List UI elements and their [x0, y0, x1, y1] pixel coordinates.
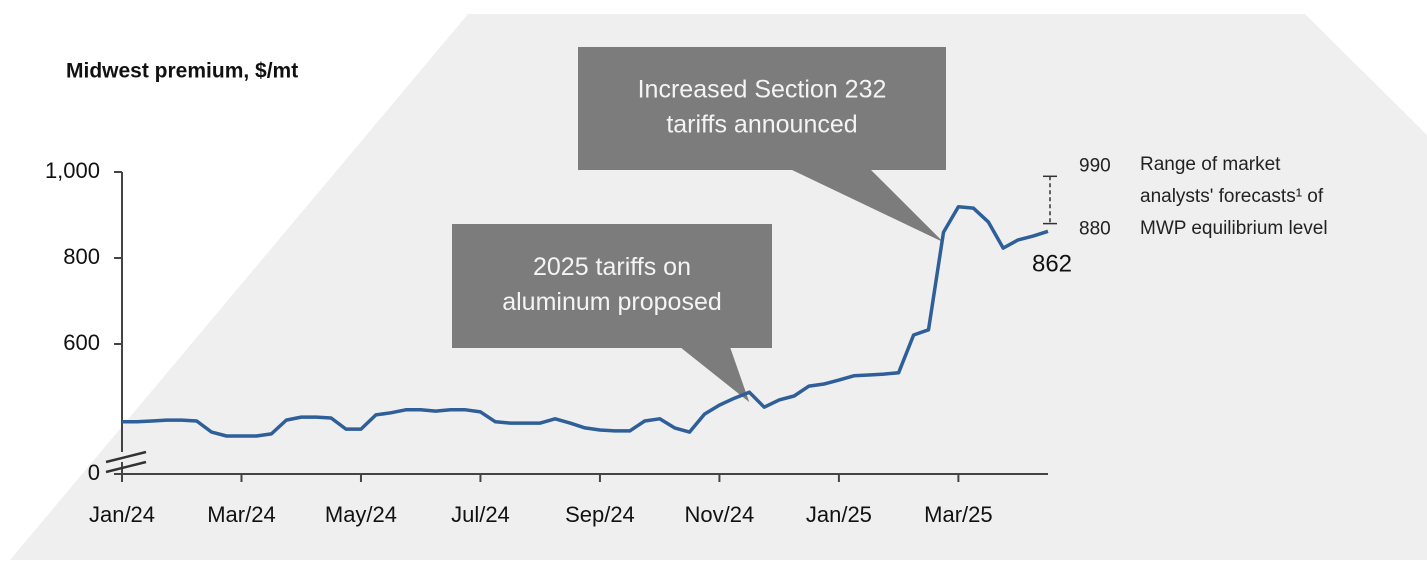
y-tick-label: 800: [63, 244, 100, 269]
x-tick-label: Jan/24: [89, 502, 155, 527]
range-note: analysts' forecasts¹ of: [1140, 186, 1324, 207]
x-tick-label: May/24: [325, 502, 397, 527]
callout-box: [578, 47, 946, 170]
axis-break: [105, 450, 147, 464]
y-tick-label: 1,000: [45, 158, 100, 183]
y-tick-label: 0: [88, 460, 100, 485]
callout-text: Increased Section 232: [638, 76, 887, 104]
range-low-label: 880: [1079, 219, 1111, 240]
y-tick-label: 600: [63, 330, 100, 355]
x-tick-label: Sep/24: [565, 502, 635, 527]
data-line: [122, 205, 1049, 438]
x-tick-label: Mar/25: [924, 502, 992, 527]
callout-box: [452, 224, 772, 348]
x-tick-label: Jul/24: [451, 502, 510, 527]
end-value-label: 862: [1032, 251, 1072, 278]
x-tick-label: Mar/24: [207, 502, 275, 527]
range-note: Range of market: [1140, 154, 1281, 175]
callout-text: tariffs announced: [666, 111, 857, 139]
callout-pointer: [790, 169, 944, 243]
x-tick-label: Jan/25: [806, 502, 872, 527]
callout-text: 2025 tariffs on: [533, 253, 691, 281]
range-note: MWP equilibrium level: [1140, 218, 1328, 239]
x-tick-label: Nov/24: [685, 502, 755, 527]
callout-text: aluminum proposed: [502, 288, 722, 316]
axis-break: [105, 460, 147, 474]
chart-title: Midwest premium, $/mt: [66, 60, 298, 83]
range-high-label: 990: [1079, 155, 1111, 176]
callout-pointer: [680, 347, 750, 403]
